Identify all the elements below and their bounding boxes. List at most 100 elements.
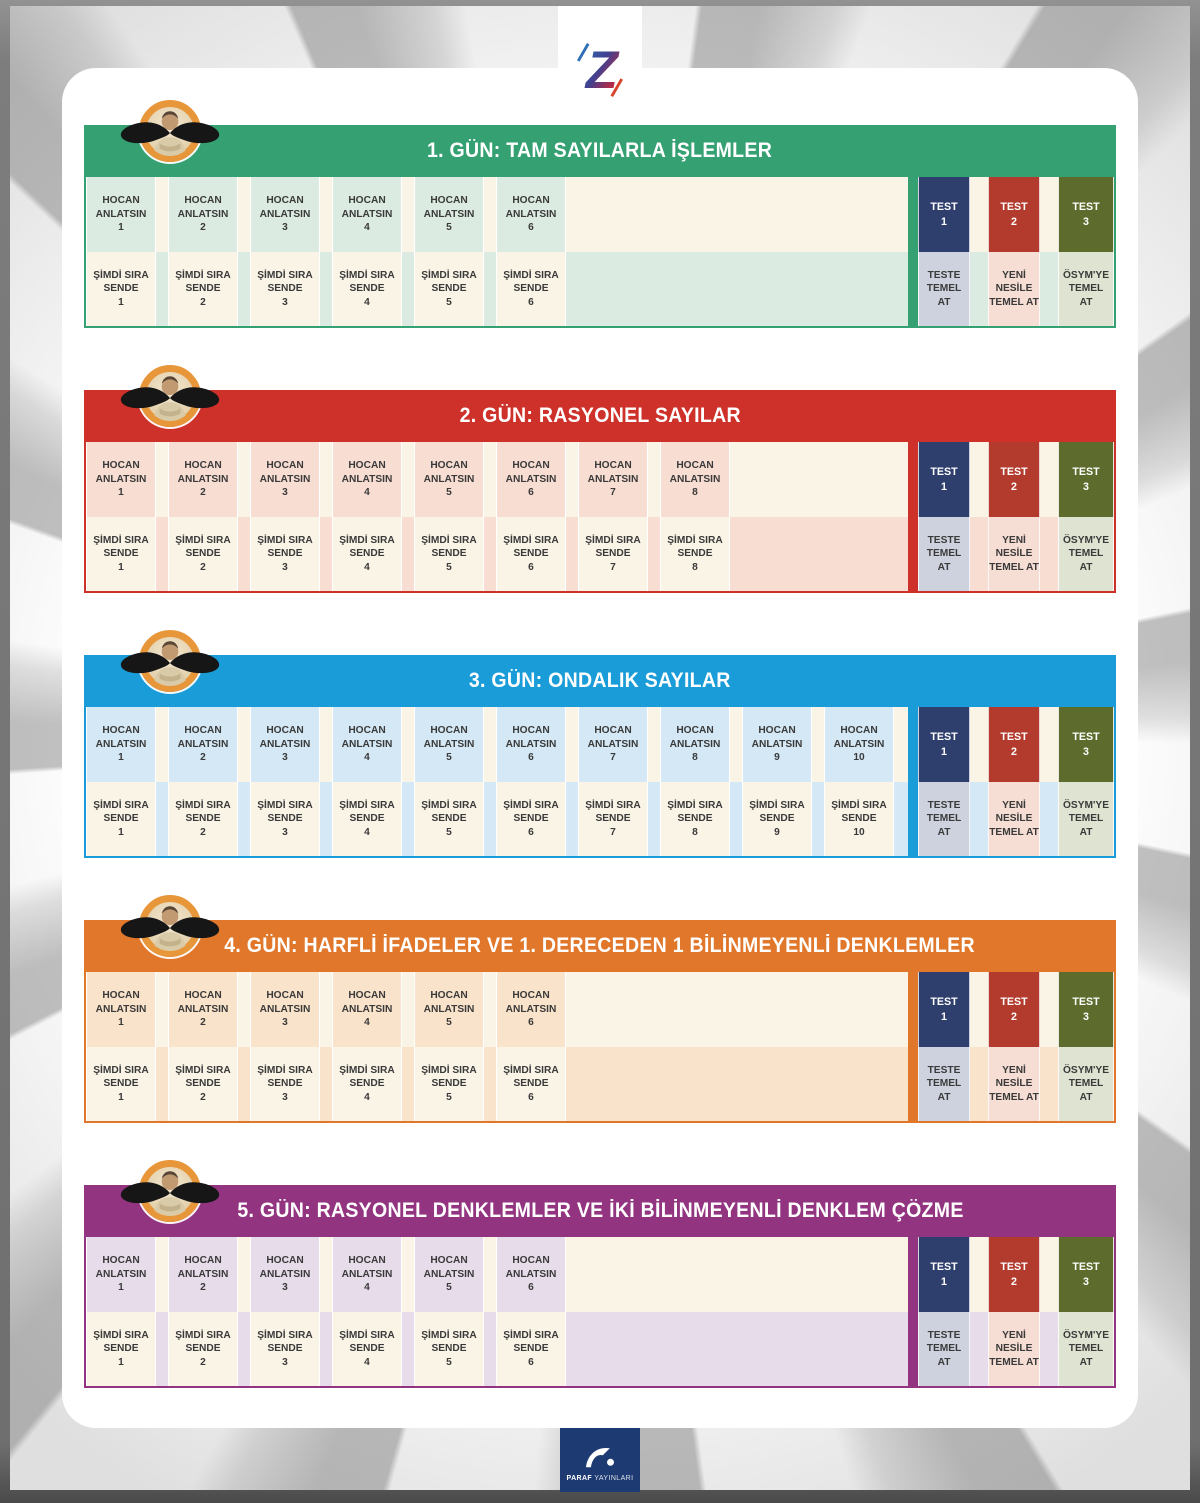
practice-cell: ŞİMDİ SIRA SENDE 5 [415,252,483,326]
column-gap [402,707,414,782]
cell-line: ŞİMDİ SIRA [585,798,641,811]
cell-line: AT [937,295,951,308]
practice-cell: ŞİMDİ SIRA SENDE 10 [825,782,893,856]
cell-line: 6 [528,486,534,499]
publisher-name: PARAF YAYINLARI [567,1475,634,1482]
cell-line: SENDE [267,282,303,295]
practice-cell: ŞİMDİ SIRA SENDE 8 [661,782,729,856]
column-gap [648,782,660,856]
cell-line: TEMEL [1068,282,1104,295]
cell-line: HOCAN [594,724,632,737]
practice-cell: ŞİMDİ SIRA SENDE 5 [415,517,483,591]
column-gap [402,1047,414,1121]
cell-line: 5 [446,295,452,308]
column-gap [320,177,332,252]
column-gap [812,782,824,856]
publisher-name-bold: PARAF [566,1474,593,1482]
cell-line: ANLATSIN [259,472,311,485]
lesson-row: HOCAN ANLATSIN 1 HOCAN ANLATSIN 2 HOCAN ANLATSI… [86,707,1114,782]
section-title: 2. GÜN: RASYONEL SAYILAR [459,404,741,427]
cell-line: ANLATSIN [177,1267,229,1280]
cell-line: 2 [1011,745,1017,758]
lesson-cell: HOCAN ANLATSIN 3 [251,707,319,782]
cell-line: HOCAN [102,1254,140,1267]
cell-line: 1 [118,560,124,573]
lesson-cell: HOCAN ANLATSIN 3 [251,972,319,1047]
section-header: 4. GÜN: HARFLİ İFADELER VE 1. DERECEDEN … [84,920,1116,972]
lesson-cell: HOCAN ANLATSIN 10 [825,707,893,782]
practice-cell: ŞİMDİ SIRA SENDE 3 [251,252,319,326]
lesson-cell: HOCAN ANLATSIN 4 [333,442,401,517]
cell-line: YENİ [1002,1328,1026,1341]
section-header: 1. GÜN: TAM SAYILARLA İŞLEMLER [84,125,1116,177]
cell-line: ŞİMDİ SIRA [831,798,887,811]
column-gap [812,707,824,782]
cell-line: ANLATSIN [341,472,393,485]
cell-line: ANLATSIN [177,1002,229,1015]
cell-line: 7 [610,825,616,838]
cell-line: ANLATSIN [505,472,557,485]
lesson-cell: HOCAN ANLATSIN 4 [333,177,401,252]
cell-line: SENDE [431,1342,467,1355]
cell-line: TEST [930,466,958,479]
cell-line: TEST [930,1261,958,1274]
cell-line: 2 [200,1281,206,1294]
column-gap [238,782,250,856]
column-gap [484,782,496,856]
cell-line: TEST [1072,1261,1100,1274]
test-divider [908,707,918,782]
cell-line: TEMEL AT [989,1090,1039,1103]
lesson-cell: HOCAN ANLATSIN 7 [579,442,647,517]
section-header: 3. GÜN: ONDALIK SAYILAR [84,655,1116,707]
column-gap [320,1047,332,1121]
test-cell: TEST 1 [918,707,970,782]
filler [906,782,908,856]
cell-line: 5 [446,825,452,838]
cell-line: ANLATSIN [669,472,721,485]
day-section: 5. GÜN: RASYONEL DENKLEMLER VE İKİ BİLİN… [84,1160,1116,1388]
test-sub-cell: ÖSYM'YE TEMEL AT [1058,252,1114,326]
column-gap [484,1047,496,1121]
lesson-cell: HOCAN ANLATSIN 5 [415,972,483,1047]
section-title: 4. GÜN: HARFLİ İFADELER VE 1. DERECEDEN … [224,934,976,957]
cell-line: 1 [941,745,947,758]
cell-line: SENDE [185,812,221,825]
cell-line: ŞİMDİ SIRA [93,1063,149,1076]
cell-line: AT [937,1090,951,1103]
column-gap [402,1237,414,1312]
filler [578,1237,908,1312]
practice-row: ŞİMDİ SIRA SENDE 1 ŞİMDİ SIRA SENDE 2 ŞİMDİ SI… [86,1312,1114,1386]
test-cell: TEST 2 [988,972,1040,1047]
cell-line: ŞİMDİ SIRA [339,268,395,281]
cell-line: 2 [1011,1275,1017,1288]
cell-line: 3 [282,486,288,499]
lesson-cell: HOCAN ANLATSIN 5 [415,1237,483,1312]
cell-line: TEMEL AT [989,825,1039,838]
cell-line: HOCAN [348,989,386,1002]
cell-line: HOCAN [512,194,550,207]
cell-line: 3 [1083,1275,1089,1288]
lesson-cell: HOCAN ANLATSIN 5 [415,442,483,517]
column-gap [320,252,332,326]
test-sub-cell: ÖSYM'YE TEMEL AT [1058,1312,1114,1386]
cell-line: ŞİMDİ SIRA [503,268,559,281]
cell-line: ANLATSIN [177,207,229,220]
column-gap [970,782,988,856]
cell-line: SENDE [513,547,549,560]
cell-line: ŞİMDİ SIRA [257,798,313,811]
cell-line: HOCAN [102,194,140,207]
cell-line: 1 [118,1281,124,1294]
cell-line: SENDE [103,812,139,825]
column-gap [566,707,578,782]
cell-line: ANLATSIN [95,472,147,485]
publisher-logo-box: PARAF YAYINLARI [560,1428,640,1492]
cell-line: 2 [200,1090,206,1103]
cell-line: HOCAN [102,459,140,472]
cell-line: ANLATSIN [95,1267,147,1280]
lesson-cell: HOCAN ANLATSIN 3 [251,177,319,252]
column-gap [156,1312,168,1386]
section-title: 1. GÜN: TAM SAYILARLA İŞLEMLER [427,139,773,162]
cell-line: ANLATSIN [177,472,229,485]
day-section: 1. GÜN: TAM SAYILARLA İŞLEMLER HOCAN ANLA… [84,100,1116,328]
cell-line: ANLATSIN [259,207,311,220]
